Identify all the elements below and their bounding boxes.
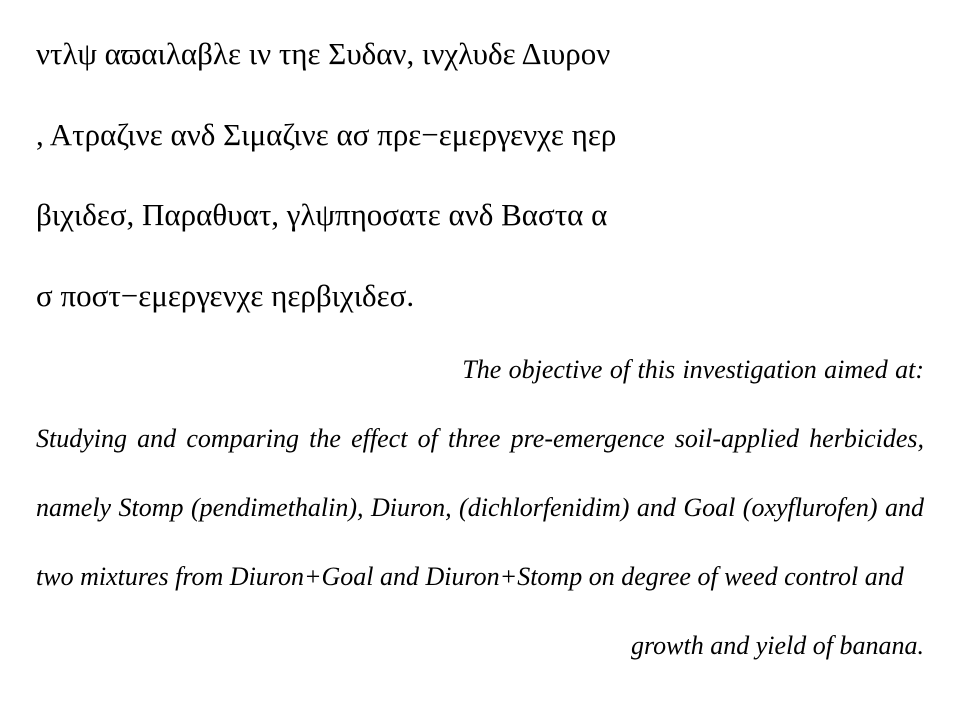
paragraph-1: ντλψ αϖαιλαβλε ιν τηε Συδαν, ινχλυδε Διυ…: [36, 14, 924, 95]
paragraph-4: σ ποστ−εμεργενχε ηερβιχιδεσ.: [36, 256, 924, 337]
paragraph-6: growth and yield of banana.: [36, 612, 924, 680]
paragraph-5: The objective of this investigation aime…: [36, 336, 924, 612]
document-page: ντλψ αϖαιλαβλε ιν τηε Συδαν, ινχλυδε Διυ…: [0, 0, 960, 680]
paragraph-2: , Ατραζινε ανδ Σιμαζινε ασ πρε−εμεργενχε…: [36, 95, 924, 176]
para5-body: Studying and comparing the effect of thr…: [36, 424, 924, 591]
para5-lead: The objective of this investigation aime…: [462, 355, 924, 384]
paragraph-3: βιχιδεσ, Παραθυατ, γλψπηοσατε ανδ Βαστα …: [36, 175, 924, 256]
